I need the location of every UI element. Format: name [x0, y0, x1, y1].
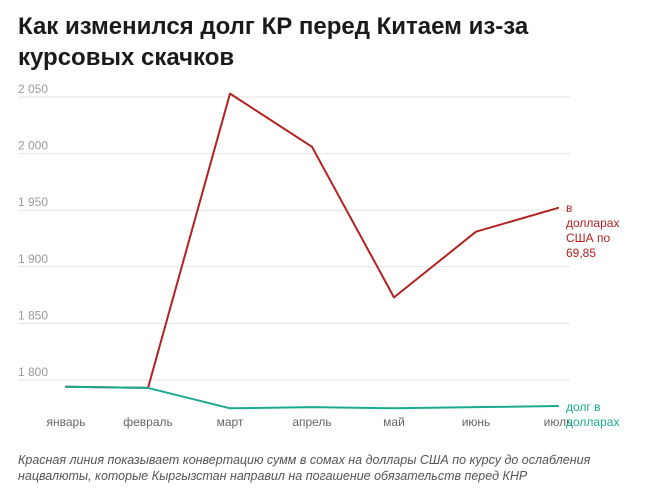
data-point [147, 386, 149, 389]
y-tick-label: 1 850 [18, 308, 48, 322]
footnote: Красная линия показывает конвертацию сум… [18, 453, 591, 483]
x-tick-label: февраль [123, 415, 173, 429]
series-label: в долларах США по 69,85 [566, 201, 619, 260]
line-chart: 1 800 1 850 1 900 1 950 2 000 2 050 январь фев… [18, 82, 619, 429]
data-point [229, 92, 231, 95]
data-point [393, 296, 395, 299]
y-tick-label: 1 800 [18, 365, 48, 379]
y-axis-ticks: 1 800 1 850 1 900 1 950 2 000 2 050 [18, 82, 48, 379]
x-tick-label: январь [47, 415, 86, 429]
data-point [311, 145, 313, 148]
data-point [475, 406, 477, 409]
series-lines [65, 92, 559, 410]
x-axis-ticks: январь февраль март апрель май июнь июль [47, 415, 573, 429]
series-line [65, 92, 559, 389]
x-tick-label: июнь [462, 415, 491, 429]
data-point [475, 230, 477, 233]
series-label: долг в долларах [566, 400, 619, 429]
series-line [65, 385, 559, 410]
data-point [557, 405, 559, 408]
x-tick-label: июль [544, 415, 573, 429]
x-tick-label: апрель [292, 415, 331, 429]
y-tick-label: 2 050 [18, 82, 48, 96]
x-tick-label: май [383, 415, 405, 429]
chart-title: Как изменился долг КР перед Китаем из-за… [18, 13, 529, 71]
data-point [393, 407, 395, 410]
data-point [65, 385, 67, 388]
y-tick-label: 2 000 [18, 139, 48, 153]
data-point [557, 206, 559, 209]
data-point [311, 406, 313, 409]
y-tick-label: 1 950 [18, 195, 48, 209]
y-tick-label: 1 900 [18, 252, 48, 266]
gridlines [18, 96, 570, 381]
x-tick-label: март [217, 415, 244, 429]
data-point [229, 407, 231, 410]
series-labels: в долларах США по 69,85 долг в долларах [566, 201, 619, 429]
